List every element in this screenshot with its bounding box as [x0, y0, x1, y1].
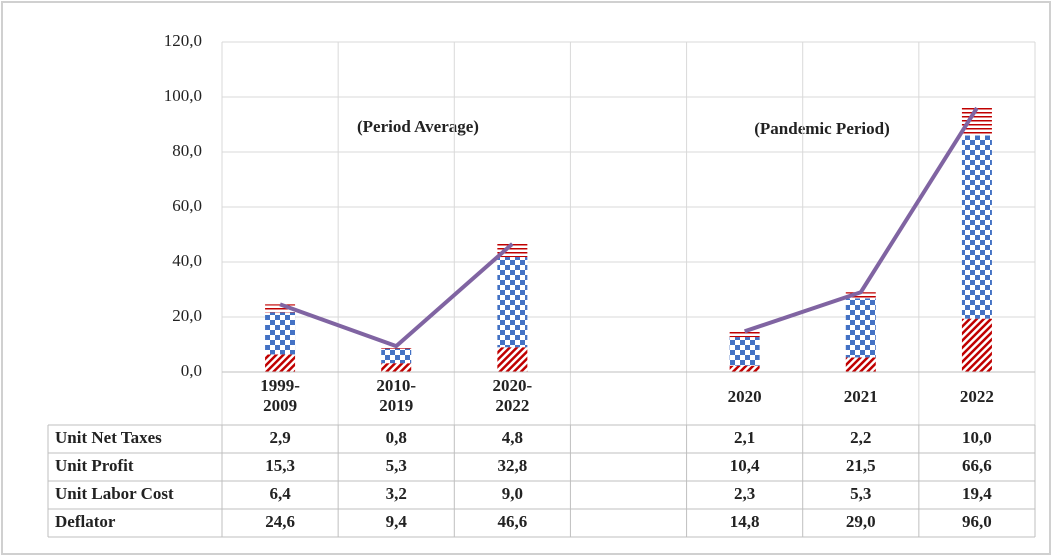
bar-segment	[497, 243, 528, 258]
table-value: 32,8	[497, 456, 527, 475]
table-value: 46,6	[497, 512, 527, 531]
y-tick-label: 60,0	[172, 196, 202, 215]
bar-segment	[729, 337, 760, 366]
table-value: 66,6	[962, 456, 992, 475]
bar-segment	[265, 304, 296, 313]
table-value: 6,4	[269, 484, 291, 503]
annotation: (Period Average)	[357, 117, 479, 136]
x-tick-label: 1999-	[260, 376, 300, 395]
bar-segment	[381, 363, 412, 372]
table-value: 2,9	[269, 428, 290, 447]
table-value: 3,2	[386, 484, 407, 503]
bar-segment	[265, 354, 296, 372]
x-tick-label: 2022	[495, 396, 529, 415]
y-tick-label: 20,0	[172, 306, 202, 325]
bar-segment	[729, 365, 760, 372]
bar-segment	[961, 318, 992, 372]
table-value: 21,5	[846, 456, 876, 475]
y-tick-label: 120,0	[164, 31, 202, 50]
bar-segment	[845, 298, 876, 358]
table-value: 24,6	[265, 512, 295, 531]
x-tick-label: 2021	[844, 387, 878, 406]
bar-segment	[961, 135, 992, 319]
table-value: 10,4	[730, 456, 760, 475]
legend-label: Unit Net Taxes	[55, 428, 162, 447]
table-value: 19,4	[962, 484, 992, 503]
bar-segment	[497, 347, 528, 372]
x-tick-label: 2020-	[493, 376, 533, 395]
table-value: 9,4	[386, 512, 408, 531]
legend-label: Unit Labor Cost	[55, 484, 174, 503]
table-value: 15,3	[265, 456, 295, 475]
bar-segment	[845, 292, 876, 299]
bar-segment	[265, 312, 296, 355]
y-tick-label: 40,0	[172, 251, 202, 270]
bar-segment	[729, 331, 760, 338]
table-value: 2,2	[850, 428, 871, 447]
x-tick-label: 2010-	[376, 376, 416, 395]
table-value: 9,0	[502, 484, 523, 503]
table-value: 2,3	[734, 484, 755, 503]
y-tick-label: 80,0	[172, 141, 202, 160]
table-value: 29,0	[846, 512, 876, 531]
legend-label: Deflator	[55, 512, 116, 531]
x-tick-label: 2022	[960, 387, 994, 406]
table-value: 5,3	[386, 456, 407, 475]
line	[279, 106, 979, 349]
x-tick-label: 2009	[263, 396, 297, 415]
table-value: 14,8	[730, 512, 760, 531]
annotation: (Pandemic Period)	[754, 119, 890, 138]
table-value: 5,3	[850, 484, 871, 503]
x-tick-label: 2019	[379, 396, 413, 415]
table-value: 10,0	[962, 428, 992, 447]
table-value: 2,1	[734, 428, 755, 447]
legend-label: Unit Profit	[55, 456, 134, 475]
table-value: 96,0	[962, 512, 992, 531]
bar-segment	[381, 348, 412, 364]
bar-segment	[497, 257, 528, 348]
y-tick-label: 100,0	[164, 86, 202, 105]
x-tick-label: 2020	[728, 387, 762, 406]
table-value: 0,8	[386, 428, 407, 447]
y-tick-label: 0,0	[181, 361, 202, 380]
table-value: 4,8	[502, 428, 523, 447]
bar-segment	[845, 357, 876, 372]
